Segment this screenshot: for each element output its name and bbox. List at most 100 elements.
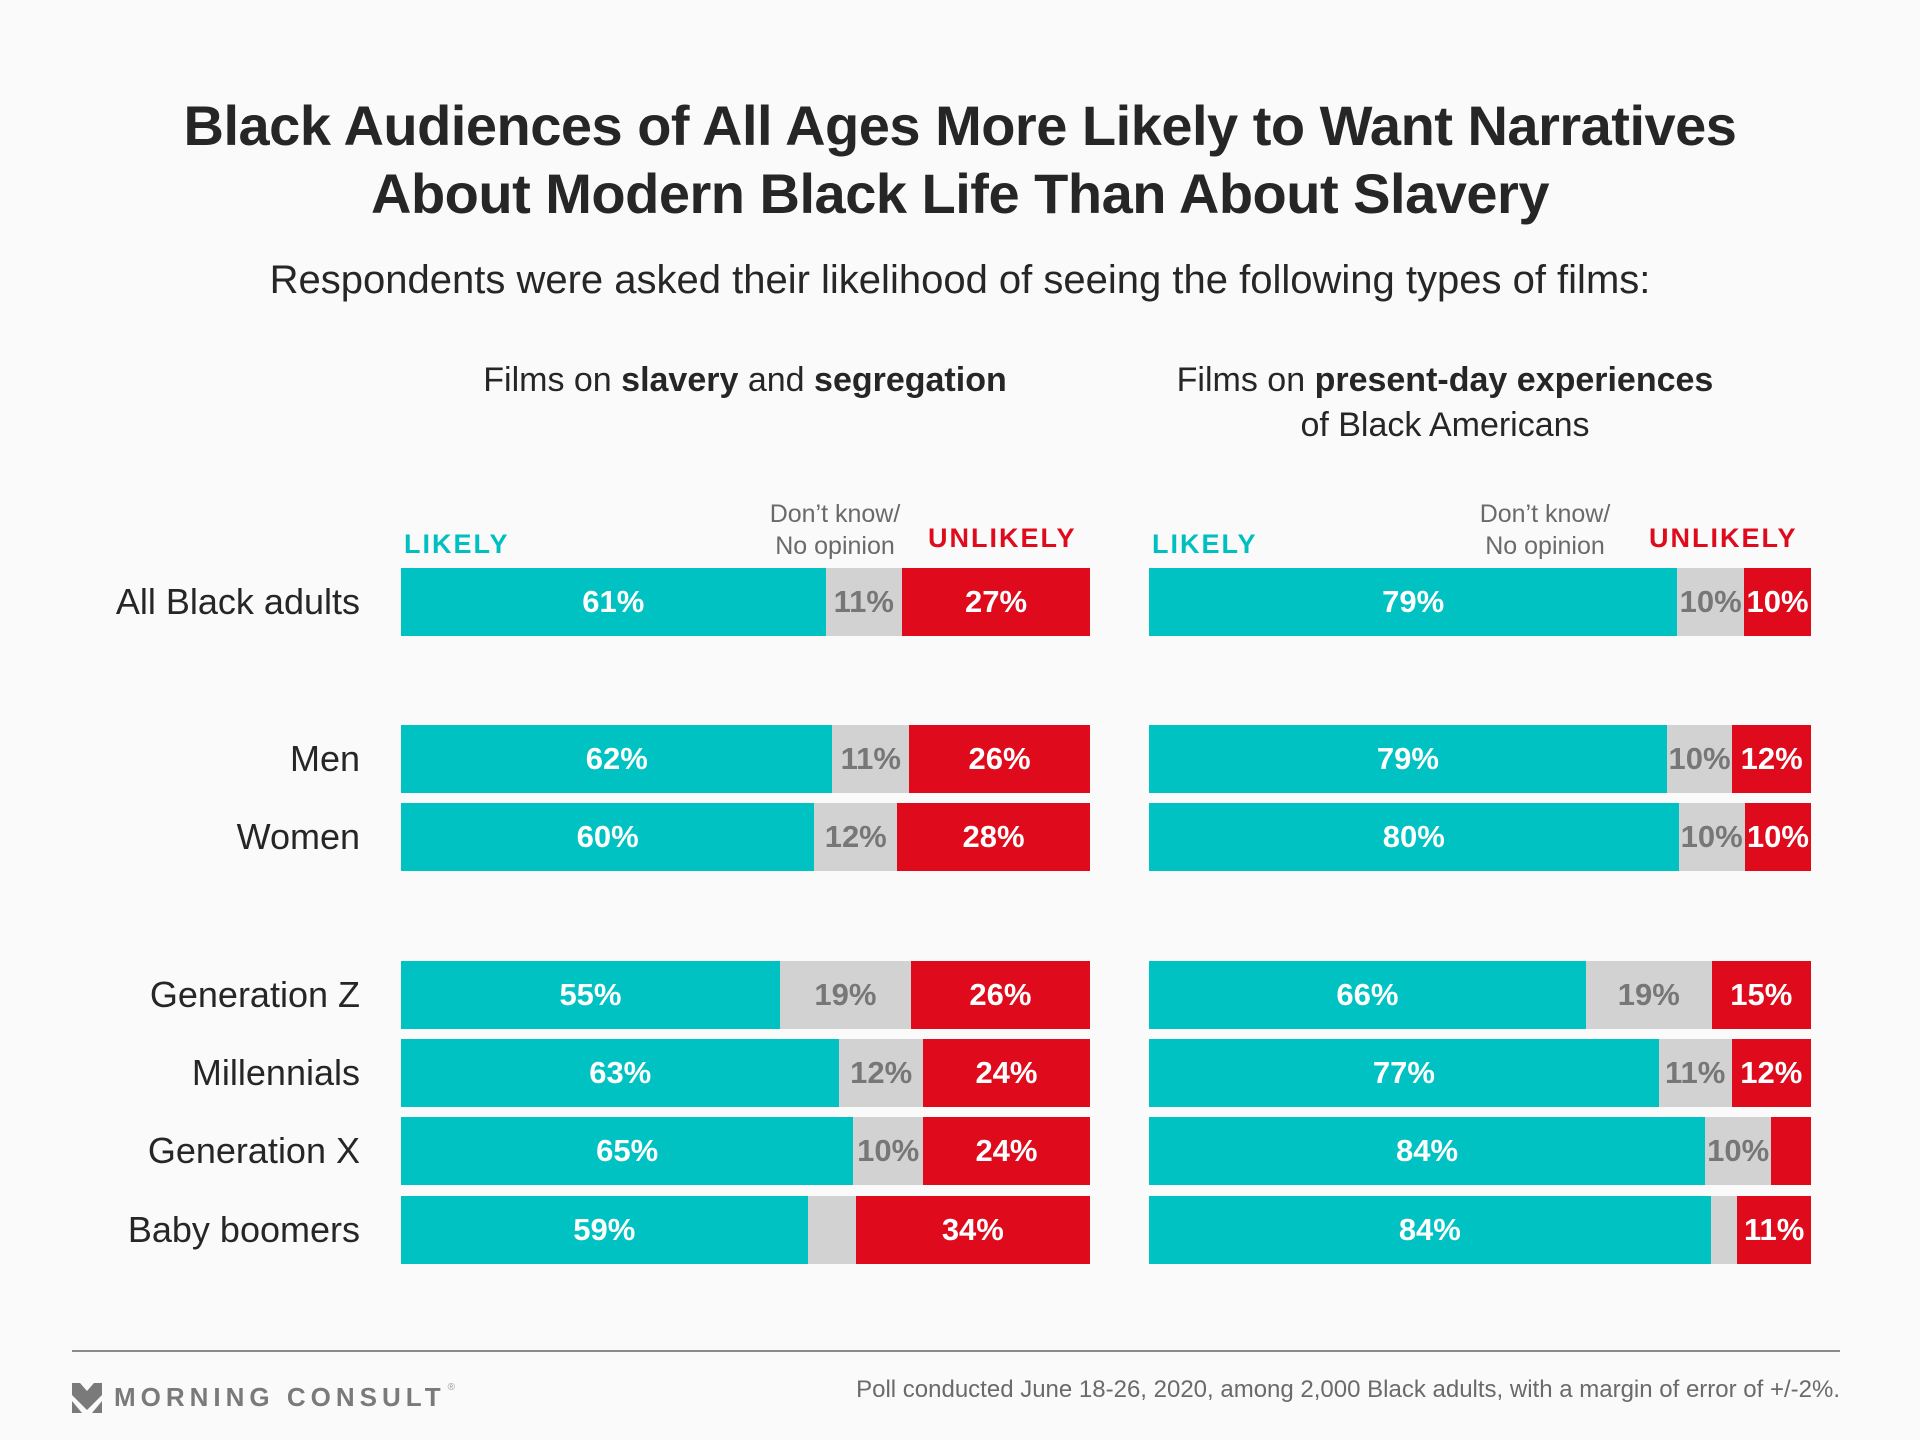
data-label: 27% <box>965 584 1028 619</box>
bar-segment-likely: 84% <box>1149 1117 1706 1185</box>
data-label: 66% <box>1336 977 1399 1012</box>
data-label: 10% <box>1707 1133 1770 1168</box>
bar-segment-unlikely: 24% <box>922 1117 1090 1185</box>
legend-likely: LIKELY <box>1152 529 1258 559</box>
data-label: 12% <box>850 1055 913 1090</box>
data-label: 24% <box>975 1133 1038 1168</box>
data-label: 61% <box>582 584 645 619</box>
bar-segment-neutral: 11% <box>832 725 910 793</box>
data-label: 63% <box>589 1055 652 1090</box>
bar-segment-neutral: 11% <box>825 568 903 636</box>
bar-segment-neutral: 12% <box>814 803 898 871</box>
bar-segment-neutral <box>807 1196 856 1264</box>
bar-segment-likely: 66% <box>1149 961 1586 1029</box>
chart-title: Black Audiences of All Ages More Likely … <box>0 92 1920 228</box>
bar-segment-unlikely: 12% <box>1731 1039 1811 1107</box>
bar-segment-neutral: 10% <box>853 1117 923 1185</box>
bar-segment-neutral: 10% <box>1677 568 1745 636</box>
bar-segment-unlikely <box>1771 1117 1811 1185</box>
data-label: 60% <box>576 819 639 854</box>
brand-name: MORNING CONSULT <box>114 1382 446 1412</box>
bar-segment-neutral: 10% <box>1666 725 1733 793</box>
row-label: Men <box>289 738 360 779</box>
bar-segment-unlikely: 10% <box>1744 568 1811 636</box>
registered-mark: ® <box>447 1382 455 1393</box>
legend-dont-know-line-2: No opinion <box>1485 532 1605 560</box>
bar-segment-unlikely: 10% <box>1744 803 1811 871</box>
data-label: 28% <box>962 819 1025 854</box>
data-label: 10% <box>1680 819 1743 854</box>
row-label: Women <box>236 816 360 857</box>
stacked-bar: 65% 10% 24% <box>401 1117 1090 1185</box>
bar-segment-neutral: 12% <box>839 1039 923 1107</box>
data-label: 11% <box>840 741 901 776</box>
bar-segment-likely: 62% <box>401 725 833 793</box>
bar-segment-likely: 79% <box>1149 568 1678 636</box>
methodology-note: Poll conducted June 18-26, 2020, among 2… <box>856 1376 1840 1403</box>
panel-title-part: slavery <box>621 361 739 399</box>
bar-segment-likely: 59% <box>401 1196 808 1264</box>
bar-segment-likely: 61% <box>401 568 826 636</box>
data-label: 26% <box>969 977 1032 1012</box>
bar-segment-unlikely: 34% <box>855 1196 1090 1264</box>
data-label: 10% <box>1679 584 1742 619</box>
data-label: 77% <box>1372 1055 1435 1090</box>
stacked-bar: 79% 10% 12% <box>1149 725 1811 793</box>
legend-dont-know-line-1: Don’t know/ <box>769 500 901 528</box>
panel-title-part: segregation <box>814 361 1007 399</box>
stacked-bar: 84% 11% <box>1149 1196 1811 1264</box>
stacked-bar: 77% 11% 12% <box>1149 1039 1811 1107</box>
stacked-bar: 55% 19% 26% <box>401 961 1090 1029</box>
bar-segment-neutral: 10% <box>1705 1117 1772 1185</box>
bar-segment-unlikely: 15% <box>1711 961 1811 1029</box>
bar-segment-unlikely: 24% <box>922 1039 1090 1107</box>
panel-title-part: present-day experiences <box>1314 361 1714 399</box>
bar-segment-likely: 60% <box>401 803 815 871</box>
bar-segment-neutral: 19% <box>779 961 911 1029</box>
data-label: 12% <box>1740 741 1803 776</box>
chart-title-line-2: About Modern Black Life Than About Slave… <box>371 162 1549 225</box>
data-label: 11% <box>1664 1055 1726 1090</box>
data-label: 10% <box>1746 584 1809 619</box>
morning-consult-chevron-icon <box>72 1382 102 1413</box>
data-label: 34% <box>941 1212 1004 1247</box>
bar-segment-neutral: 19% <box>1585 961 1712 1029</box>
legend-dont-know: Don’t know/No opinion <box>1470 498 1620 562</box>
stacked-bar: 80% 10% 10% <box>1149 803 1811 871</box>
data-label: 10% <box>857 1133 920 1168</box>
panel-title-part: Films on <box>483 361 622 399</box>
data-label: 10% <box>1746 819 1809 854</box>
chart-title-line-1: Black Audiences of All Ages More Likely … <box>183 94 1737 157</box>
bar-segment-unlikely: 26% <box>910 961 1090 1029</box>
data-label: 55% <box>559 977 622 1012</box>
legend-unlikely: UNLIKELY <box>928 523 1077 553</box>
row-label: Millennials <box>191 1052 360 1093</box>
legend-dont-know-line-2: No opinion <box>775 532 895 560</box>
bar-segment-likely: 77% <box>1149 1039 1659 1107</box>
bar-segment-neutral <box>1710 1196 1738 1264</box>
legend-likely: LIKELY <box>404 529 510 559</box>
data-label: 24% <box>975 1055 1038 1090</box>
data-label: 12% <box>824 819 887 854</box>
data-label: 80% <box>1382 819 1445 854</box>
bar-segment-unlikely: 28% <box>897 803 1090 871</box>
footer-divider <box>72 1350 1840 1352</box>
row-label: Generation Z <box>149 974 360 1015</box>
stacked-bar: 84% 10% <box>1149 1117 1811 1185</box>
data-label: 26% <box>968 741 1031 776</box>
bar-segment-likely: 79% <box>1149 725 1667 793</box>
data-label: 59% <box>573 1212 636 1247</box>
bar-segment-likely: 84% <box>1149 1196 1711 1264</box>
bar-segment-unlikely: 12% <box>1732 725 1811 793</box>
stacked-bar: 59% 34% <box>401 1196 1090 1264</box>
bar-segment-likely: 63% <box>401 1039 840 1107</box>
stacked-bar: 63% 12% 24% <box>401 1039 1090 1107</box>
row-label: Baby boomers <box>127 1209 360 1250</box>
bar-segment-neutral: 10% <box>1678 803 1745 871</box>
panel-title-1: Films on slavery and segregation <box>380 358 1110 403</box>
panel-title-part: and <box>738 361 815 399</box>
stacked-bar: 61% 11% 27% <box>401 568 1090 636</box>
stacked-bar: 62% 11% 26% <box>401 725 1090 793</box>
data-label: 79% <box>1376 741 1439 776</box>
data-label: 84% <box>1396 1133 1459 1168</box>
